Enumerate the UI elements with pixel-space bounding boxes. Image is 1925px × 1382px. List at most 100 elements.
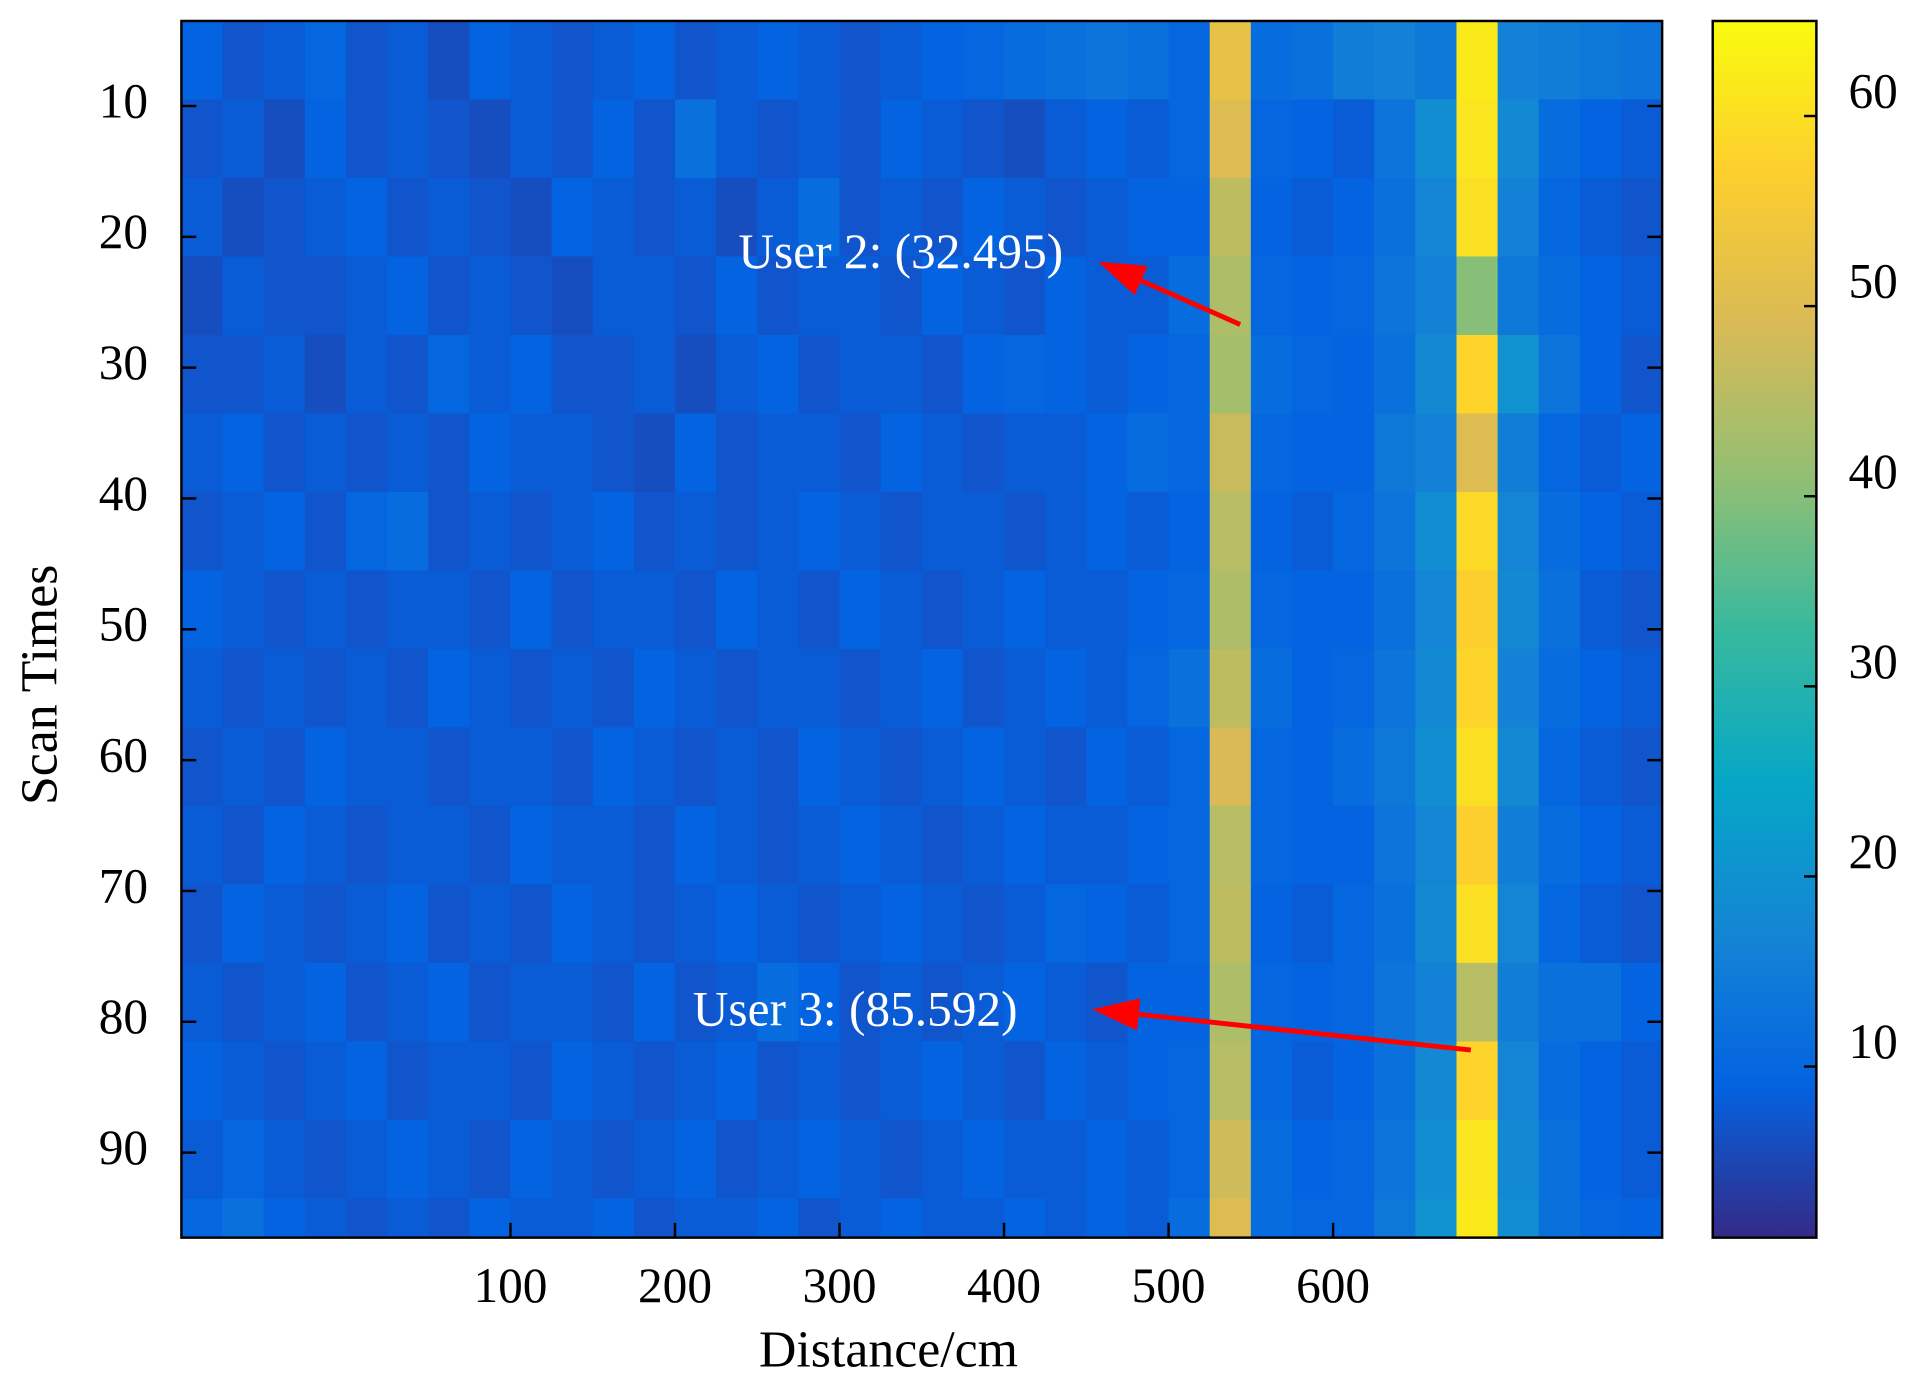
heatmap-cell (1579, 962, 1622, 1043)
heatmap-cell (1415, 1198, 1458, 1239)
heatmap-cell (798, 1119, 841, 1200)
heatmap-cell (1209, 20, 1252, 101)
heatmap-cell (798, 20, 841, 101)
heatmap-cell (1333, 491, 1375, 572)
heatmap-cell (674, 727, 717, 807)
heatmap-cell (1209, 805, 1252, 886)
heatmap-cell (510, 20, 553, 101)
heatmap-cell (1004, 256, 1046, 336)
heatmap-cell (263, 413, 306, 493)
heatmap-cell (1045, 962, 1087, 1043)
heatmap-cell (222, 884, 265, 964)
heatmap-cell (428, 962, 470, 1043)
heatmap-cell (1045, 177, 1087, 258)
heatmap-cell (387, 727, 429, 807)
heatmap-cell (1168, 177, 1211, 258)
heatmap-cell (1291, 570, 1334, 650)
heatmap-cell (1209, 1119, 1252, 1200)
heatmap-cell (1374, 20, 1416, 101)
heatmap-cell (798, 177, 841, 258)
heatmap-cell (1497, 884, 1540, 964)
heatmap-cell (1333, 99, 1375, 179)
heatmap-cell (757, 962, 800, 1043)
heatmap-cell (674, 491, 717, 572)
heatmap-cell (181, 99, 224, 179)
heatmap-cell (757, 256, 800, 336)
heatmap-cell (1415, 99, 1458, 179)
heatmap-cell (1291, 884, 1334, 964)
heatmap-cell (1333, 177, 1375, 258)
heatmap-cell (1579, 727, 1622, 807)
heatmap-cell (1333, 413, 1375, 493)
heatmap-cell (551, 570, 594, 650)
heatmap-cell (1621, 99, 1663, 179)
heatmap-cell (222, 20, 265, 101)
heatmap-cell (345, 648, 388, 729)
heatmap-cell (428, 884, 470, 964)
heatmap-cell (551, 884, 594, 964)
heatmap-cell (1250, 727, 1293, 807)
heatmap-cell (181, 1119, 224, 1200)
heatmap-cell (428, 334, 470, 415)
heatmap-cell (345, 570, 388, 650)
heatmap-cell (1497, 1041, 1540, 1121)
heatmap-cell (921, 962, 964, 1043)
heatmap-cell (592, 1041, 635, 1121)
heatmap-cell (1127, 177, 1170, 258)
heatmap-cell (1333, 1041, 1375, 1121)
heatmap-cell (222, 727, 265, 807)
heatmap-cell (757, 727, 800, 807)
heatmap-cell (798, 334, 841, 415)
heatmap-cell (345, 884, 388, 964)
heatmap-cell (1086, 962, 1129, 1043)
heatmap-cell (469, 884, 512, 964)
heatmap-cell (716, 413, 758, 493)
heatmap-cell (181, 491, 224, 572)
heatmap-cell (839, 648, 882, 729)
heatmap-cell (469, 177, 512, 258)
heatmap-cell (1415, 648, 1458, 729)
heatmap-cell (1004, 413, 1046, 493)
heatmap-cell (1333, 727, 1375, 807)
heatmap-cell (1168, 962, 1211, 1043)
colorbar (1711, 19, 1818, 1239)
heatmap-cell (962, 491, 1005, 572)
heatmap-cell (1086, 648, 1129, 729)
heatmap-cell (1291, 20, 1334, 101)
heatmap-cell (1004, 334, 1046, 415)
heatmap-cell (633, 648, 676, 729)
heatmap-cell (1333, 256, 1375, 336)
heatmap-cell (551, 1041, 594, 1121)
heatmap-cell (1168, 648, 1211, 729)
heatmap-cell (1209, 727, 1252, 807)
heatmap-cell (345, 727, 388, 807)
heatmap-cell (304, 1041, 347, 1121)
heatmap-cell (1209, 256, 1252, 336)
heatmap-cell (1374, 413, 1416, 493)
heatmap-cell (880, 256, 923, 336)
heatmap-cell (1579, 99, 1622, 179)
colorbar-tick-label: 40 (1848, 444, 1897, 499)
heatmap-cell (387, 1198, 429, 1239)
heatmap-cell (1374, 334, 1416, 415)
heatmap-cell (1579, 570, 1622, 650)
heatmap-cell (181, 962, 224, 1043)
heatmap-cell (1209, 570, 1252, 650)
heatmap-cell (1497, 256, 1540, 336)
heatmap-cell (1415, 413, 1458, 493)
heatmap-cell (510, 1198, 553, 1239)
heatmap-cell (716, 491, 758, 572)
heatmap-cell (1621, 570, 1663, 650)
heatmap-cell (510, 99, 553, 179)
heatmap-cell (181, 805, 224, 886)
heatmap-cell (345, 1198, 388, 1239)
heatmap-cell (469, 413, 512, 493)
heatmap-cell (551, 20, 594, 101)
heatmap-cell (674, 805, 717, 886)
heatmap-cell (469, 1119, 512, 1200)
heatmap-cell (1415, 256, 1458, 336)
heatmap-cell (1497, 99, 1540, 179)
heatmap-cell (1374, 805, 1416, 886)
heatmap-cell (263, 1041, 306, 1121)
